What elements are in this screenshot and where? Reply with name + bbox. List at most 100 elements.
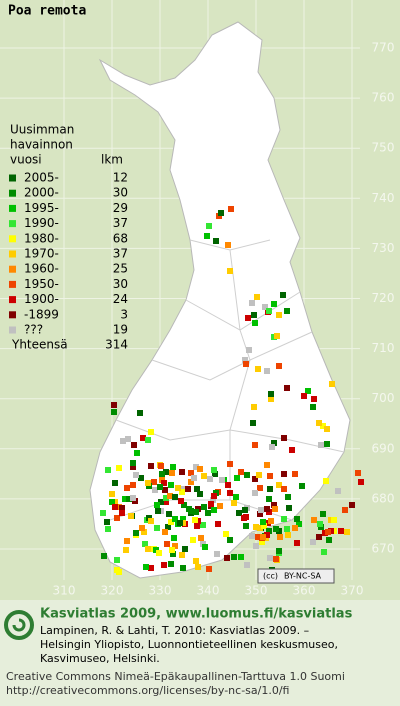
observation-square — [233, 494, 239, 500]
legend-label: ??? — [24, 323, 43, 337]
observation-square — [284, 526, 290, 532]
observation-square — [281, 486, 287, 492]
observation-square — [168, 561, 174, 567]
observation-square — [139, 525, 145, 531]
observation-square — [335, 488, 341, 494]
observation-square — [130, 464, 136, 470]
observation-square — [227, 537, 233, 543]
observation-square — [148, 518, 154, 524]
observation-square — [252, 442, 258, 448]
x-grid-label: 350 — [245, 584, 268, 598]
observation-square — [112, 504, 118, 510]
observation-square — [342, 507, 348, 513]
province-borders — [109, 239, 345, 521]
observation-square — [168, 482, 174, 488]
observation-square — [252, 476, 258, 482]
observation-square — [193, 509, 199, 515]
citation-line: Lampinen, R. & Lahti, T. 2010: Kasviatla… — [40, 624, 309, 637]
observation-square — [310, 539, 316, 545]
observation-square — [162, 529, 168, 535]
legend-label: 1995- — [24, 201, 59, 215]
observation-square — [166, 511, 172, 517]
observation-square — [273, 556, 279, 562]
observation-square — [169, 470, 175, 476]
observation-square — [198, 535, 204, 541]
observation-square — [255, 534, 261, 540]
observation-square — [105, 526, 111, 532]
observation-square — [245, 315, 251, 321]
observation-square — [170, 464, 176, 470]
observation-square — [133, 472, 139, 478]
legend-label: 2000- — [24, 186, 59, 200]
observation-square — [179, 469, 185, 475]
observation-square — [224, 555, 230, 561]
legend-swatch — [9, 265, 16, 273]
observation-square — [104, 519, 110, 525]
observation-square — [225, 242, 231, 248]
observation-square — [349, 502, 355, 508]
observation-square — [272, 506, 278, 512]
observation-square — [158, 463, 164, 469]
y-grid-label: 670 — [372, 542, 395, 556]
legend-heading: havainnon — [10, 138, 73, 152]
observation-square — [281, 471, 287, 477]
observation-square — [190, 537, 196, 543]
observation-square — [242, 507, 248, 513]
observation-square — [122, 496, 128, 502]
observation-square — [116, 465, 122, 471]
observation-square — [206, 566, 212, 572]
observation-square — [207, 476, 213, 482]
observation-square — [329, 381, 335, 387]
license-line: Creative Commons Nimeä-Epäkaupallinen-Ta… — [6, 670, 345, 683]
observation-square — [227, 461, 233, 467]
observation-square — [289, 447, 295, 453]
legend-count-heading: lkm — [101, 153, 123, 167]
observation-square — [109, 491, 115, 497]
observation-square — [257, 485, 263, 491]
legend-heading: vuosi — [10, 153, 42, 167]
observation-square — [268, 396, 274, 402]
observation-square — [331, 517, 337, 523]
legend-label: 1960- — [24, 262, 59, 276]
observation-square — [111, 409, 117, 415]
observation-square — [267, 486, 273, 492]
y-grid-label: 690 — [372, 441, 395, 455]
observations — [100, 206, 364, 575]
legend-count: 30 — [113, 186, 128, 200]
observation-square — [194, 523, 200, 529]
y-grid-label: 700 — [372, 391, 395, 405]
legend-swatch — [9, 235, 16, 243]
observation-square — [266, 308, 272, 314]
observation-square — [236, 510, 242, 516]
observation-square — [177, 520, 183, 526]
observation-square — [243, 523, 249, 529]
observation-square — [111, 402, 117, 408]
observation-square — [320, 423, 326, 429]
y-grid-label: 680 — [372, 491, 395, 505]
observation-square — [250, 420, 256, 426]
legend-heading: Uusimman — [10, 123, 74, 137]
observation-square — [280, 292, 286, 298]
observation-square — [152, 487, 158, 493]
observation-square — [164, 541, 170, 547]
observation-square — [120, 438, 126, 444]
observation-square — [252, 490, 258, 496]
observation-square — [276, 363, 282, 369]
observation-square — [253, 543, 259, 549]
observation-square — [268, 518, 274, 524]
observation-square — [258, 507, 264, 513]
legend-count: 25 — [113, 262, 128, 276]
observation-square — [188, 479, 194, 485]
observation-square — [130, 482, 136, 488]
observation-square — [256, 472, 262, 478]
observation-square — [105, 467, 111, 473]
legend-swatch — [9, 189, 16, 197]
observation-square — [126, 496, 132, 502]
observation-square — [324, 426, 330, 432]
observation-square — [252, 320, 258, 326]
observation-square — [194, 486, 200, 492]
observation-square — [219, 477, 225, 483]
observation-square — [243, 514, 249, 520]
